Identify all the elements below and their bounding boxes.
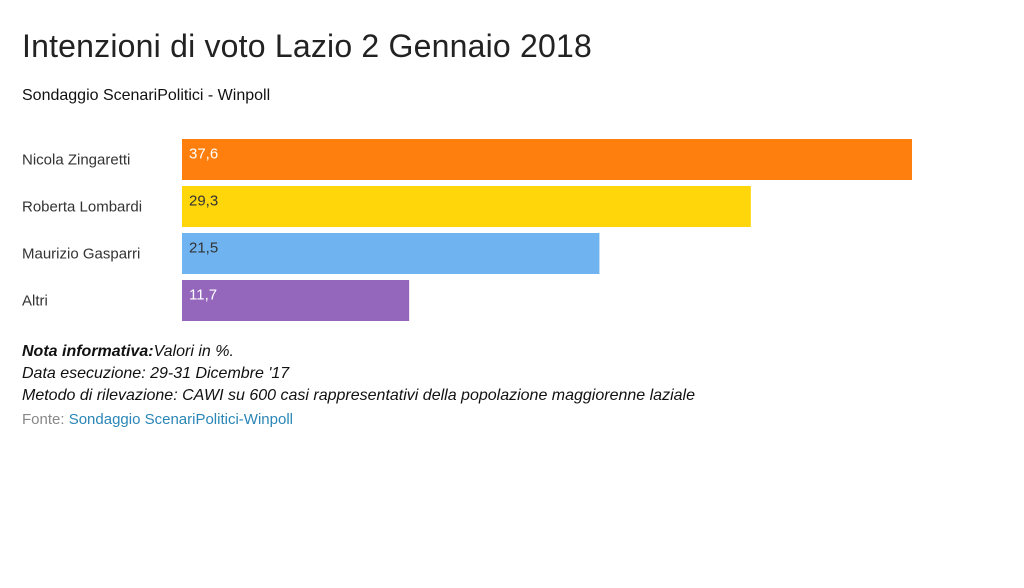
- method-line: Metodo di rilevazione: CAWI su 600 casi …: [22, 387, 695, 404]
- bar-roberta-lombardi: [182, 186, 751, 227]
- category-label: Nicola Zingaretti: [22, 152, 130, 169]
- bar-chart-svg: Nicola Zingaretti 37,6 Roberta Lombardi 29,…: [22, 139, 912, 321]
- note-label: Nota informativa:: [22, 343, 154, 360]
- source-line: Fonte: Sondaggio ScenariPolitici-Winpoll: [22, 411, 293, 428]
- note-line: Nota informativa:Valori in %.: [22, 341, 695, 363]
- bar-altri: [182, 280, 410, 321]
- bar-nicola-zingaretti: [182, 139, 912, 180]
- bar-chart: Nicola Zingaretti 37,6 Roberta Lombardi 29,…: [0, 132, 1024, 332]
- category-label: Maurizio Gasparri: [22, 246, 140, 263]
- bar-value-label: 37,6: [189, 146, 218, 163]
- category-label: Roberta Lombardi: [22, 199, 142, 216]
- category-label: Altri: [22, 293, 48, 310]
- bar-value-label: 29,3: [189, 193, 218, 210]
- bar-value-label: 21,5: [189, 240, 218, 257]
- source-label: Fonte:: [22, 411, 65, 428]
- chart-subtitle: Sondaggio ScenariPolitici - Winpoll: [22, 87, 271, 104]
- date-line: Data esecuzione: 29-31 Dicembre '17: [22, 365, 290, 382]
- bar-value-label: 11,7: [189, 287, 217, 304]
- source-link[interactable]: Sondaggio ScenariPolitici-Winpoll: [68, 411, 293, 428]
- bar-maurizio-gasparri: [182, 233, 600, 274]
- notes-block: Nota informativa:Valori in %. Data esecu…: [22, 341, 695, 407]
- note-text: Valori in %.: [153, 343, 234, 360]
- chart-title: Intenzioni di voto Lazio 2 Gennaio 2018: [22, 28, 592, 64]
